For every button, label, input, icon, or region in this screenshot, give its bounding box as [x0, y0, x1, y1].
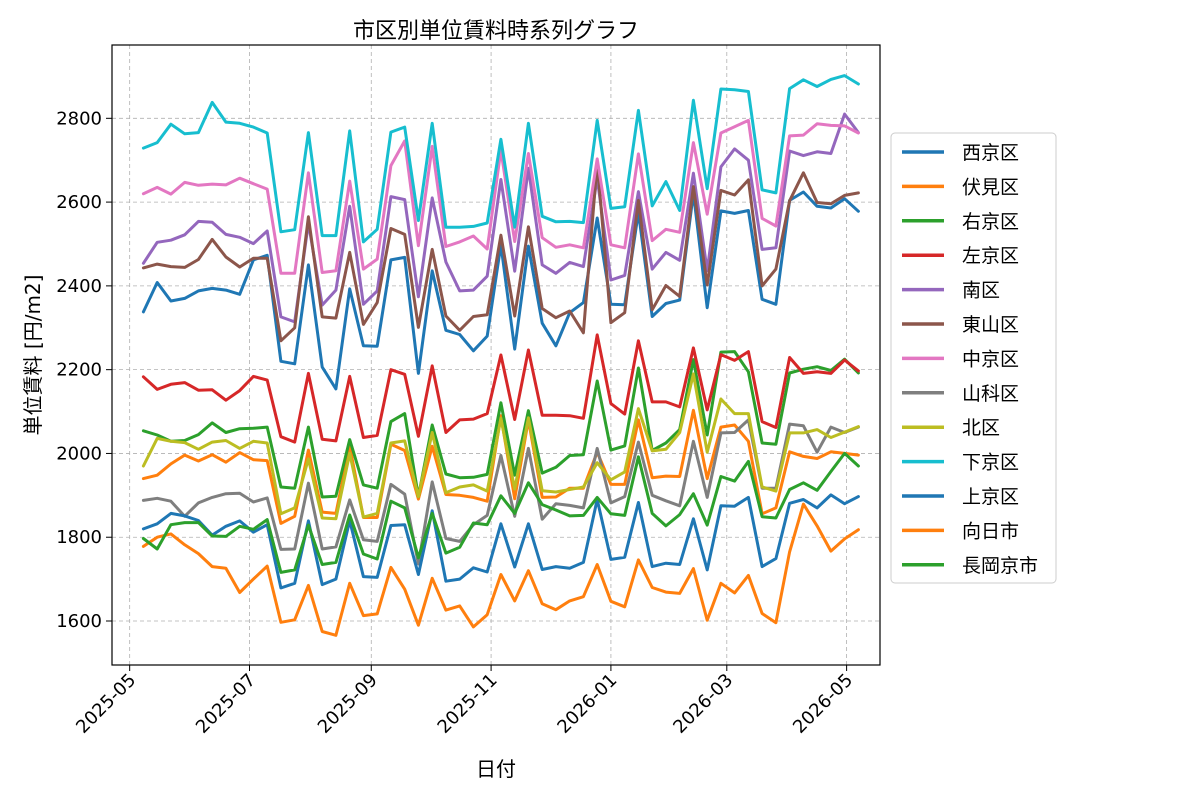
series-line [141, 333, 860, 444]
y-axis-ticks: 1600 1800 2000 2200 2400 2600 2800 [56, 108, 112, 632]
y-tick-label: 2400 [56, 276, 102, 297]
series-line [141, 372, 860, 521]
legend-label: 上京区 [962, 486, 1019, 508]
y-tick-label: 2800 [56, 108, 102, 129]
series-line [141, 502, 860, 637]
x-tick-label: 2026-03 [669, 670, 737, 738]
series-line [141, 112, 860, 324]
y-tick-label: 1800 [56, 527, 102, 548]
x-tick-label: 2025-05 [72, 670, 140, 738]
chart-title: 市区別単位賃料時系列グラフ [353, 19, 639, 44]
series-line [141, 74, 860, 244]
y-axis-title: 単位賃料 [円/m2] [21, 275, 45, 436]
series-line [141, 118, 860, 275]
legend-label: 伏見区 [962, 176, 1019, 198]
legend-label: 中京区 [962, 348, 1019, 370]
legend-label: 南区 [962, 280, 1000, 302]
y-tick-label: 2200 [56, 360, 102, 381]
series-line [141, 418, 860, 566]
x-tick-label: 2025-07 [192, 670, 260, 738]
legend-frame [890, 132, 1057, 584]
series-lines [141, 74, 860, 637]
plot-area-frame [111, 44, 881, 666]
series-line [141, 160, 860, 343]
legend-label: 東山区 [962, 314, 1019, 336]
x-axis-title: 日付 [476, 757, 516, 781]
series-line [141, 493, 860, 590]
x-axis-ticks: 2025-05 2025-07 2025-09 2025-11 2026-01 2026-… [72, 665, 857, 738]
x-tick-label: 2025-09 [314, 670, 382, 738]
y-tick-label: 2000 [56, 443, 102, 464]
legend-label: 山科区 [962, 383, 1019, 405]
legend-label: 北区 [962, 417, 1000, 439]
legend-label: 左京区 [962, 245, 1019, 267]
x-tick-label: 2026-01 [553, 670, 621, 738]
legend-label: 下京区 [962, 452, 1019, 474]
x-tick-label: 2026-05 [789, 670, 857, 738]
series-line [141, 451, 860, 574]
series-line [141, 408, 860, 525]
x-tick-label: 2025-11 [434, 670, 502, 738]
legend-label: 長岡京市 [962, 555, 1038, 577]
legend-label: 向日市 [962, 520, 1019, 542]
y-tick-label: 1600 [56, 611, 102, 632]
legend-label: 西京区 [962, 142, 1019, 164]
legend-label: 右京区 [962, 211, 1019, 233]
y-tick-label: 2600 [56, 192, 102, 213]
